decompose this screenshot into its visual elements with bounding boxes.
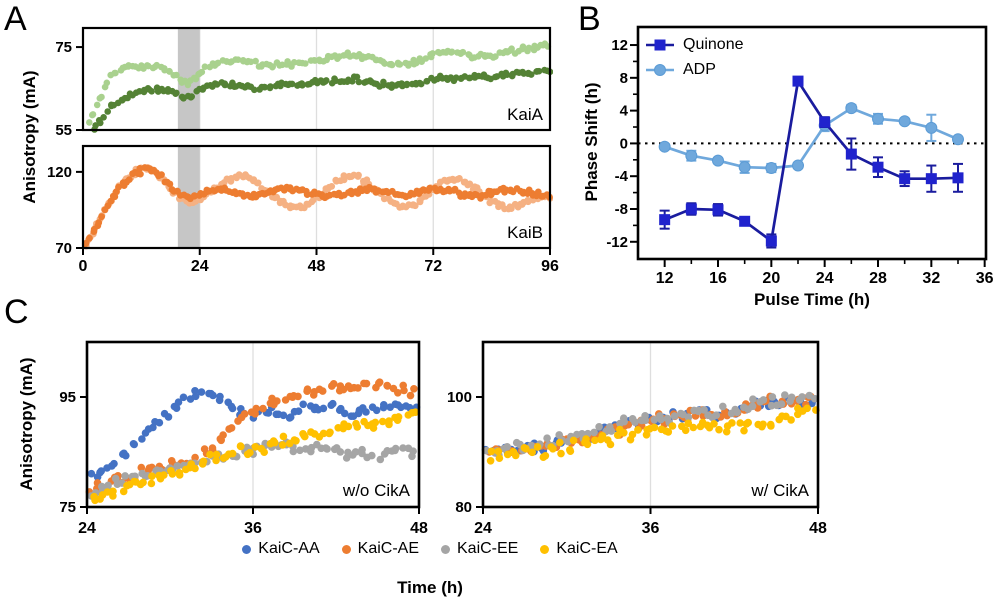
x-tick-label: 24 <box>78 520 96 537</box>
series-ADP <box>658 102 964 175</box>
circle-marker-icon <box>646 64 674 76</box>
x-tick-label: 48 <box>308 258 326 275</box>
without-cika-label: w/o CikA <box>342 481 410 500</box>
kaib-plot-label: KaiB <box>507 223 543 242</box>
x-tick-label: 12 <box>656 270 674 287</box>
y-tick-label: -4 <box>615 168 629 185</box>
panel-b-legend: Quinone ADP <box>645 36 744 79</box>
legend-label: KaiC-AE <box>357 540 419 557</box>
panel-c-x-axis-label: Time (h) <box>397 578 463 597</box>
series-KaiC-EA <box>90 408 420 505</box>
x-tick-label: 48 <box>809 520 827 537</box>
y-tick-label: 100 <box>447 389 472 406</box>
series-KaiA-dark <box>91 66 553 133</box>
x-tick-label: 28 <box>869 270 887 287</box>
scatter-series-group <box>81 164 553 250</box>
legend-item-adp: ADP <box>645 61 744 79</box>
panel-b-x-axis-label: Pulse Time (h) <box>754 290 870 309</box>
y-tick-label: 75 <box>55 39 72 56</box>
series-Quinone <box>659 75 964 249</box>
y-tick-label: 8 <box>620 70 628 87</box>
legend-item-kaic-ea: KaiC-EA <box>540 540 618 558</box>
panel-b-chart: -12 -8 -4 0 4 8 12 12 16 20 24 28 32 36 <box>606 25 994 287</box>
scatter-series-group <box>85 378 421 505</box>
panel-a-letter: A <box>4 0 27 38</box>
x-tick-label: 36 <box>642 520 660 537</box>
dot-marker-icon <box>540 544 550 554</box>
y-tick-label: 70 <box>55 240 72 257</box>
panel-a-charts: 55 75 70 120 0 24 48 72 96 <box>47 26 559 275</box>
plot-frame <box>81 26 552 132</box>
y-tick-label: -12 <box>606 234 628 251</box>
legend-label: KaiC-AA <box>258 540 320 557</box>
panel-b-letter: B <box>578 0 601 38</box>
dot-marker-icon <box>341 544 351 554</box>
y-tick-label: 120 <box>47 164 72 181</box>
series-KaiC-AA <box>87 387 421 481</box>
legend-label: Quinone <box>683 36 744 53</box>
x-tick-label: 24 <box>474 520 492 537</box>
series-KaiC-EE <box>482 391 819 459</box>
square-marker-icon <box>646 39 674 51</box>
legend-label: KaiC-EE <box>457 540 519 557</box>
x-tick-label: 0 <box>79 258 88 275</box>
y-tick-label: 12 <box>611 37 628 54</box>
x-tick-label: 24 <box>816 270 834 287</box>
y-tick-label: -8 <box>615 201 628 218</box>
series-KaiC-EA <box>486 404 820 465</box>
scatter-series-group <box>86 40 553 133</box>
x-tick-label: 48 <box>410 520 428 537</box>
panel-c-legend: KaiC-AA KaiC-AE KaiC-EE KaiC-EA <box>190 540 670 558</box>
y-tick-label: 0 <box>620 135 628 152</box>
legend-item-kaic-ee: KaiC-EE <box>441 540 518 558</box>
x-tick-label: 20 <box>762 270 780 287</box>
y-tick-label: 80 <box>455 499 472 516</box>
x-tick-label: 96 <box>541 258 559 275</box>
with-cika-label: w/ CikA <box>751 481 809 500</box>
series-KaiB-dark <box>81 164 553 248</box>
kaia-plot-label: KaiA <box>507 105 543 124</box>
y-tick-label: 95 <box>59 389 76 406</box>
dot-marker-icon <box>242 544 252 554</box>
x-tick-label: 72 <box>424 258 442 275</box>
legend-item-quinone: Quinone <box>645 36 744 54</box>
series-KaiA-light <box>86 40 552 126</box>
y-tick-label: 4 <box>620 103 629 120</box>
y-tick-label: 55 <box>55 122 72 139</box>
legend-label: KaiC-EA <box>556 540 618 557</box>
panel-c-charts: 75 95 24 36 48 80 100 24 36 48 <box>59 340 827 537</box>
x-tick-label: 16 <box>709 270 727 287</box>
dot-marker-icon <box>441 544 450 554</box>
legend-item-kaic-ae: KaiC-AE <box>341 540 419 558</box>
x-tick-label: 32 <box>922 270 940 287</box>
x-tick-label: 36 <box>976 270 994 287</box>
x-tick-label: 24 <box>191 258 209 275</box>
legend-label: ADP <box>683 61 716 78</box>
legend-item-kaic-aa: KaiC-AA <box>242 540 320 558</box>
panel-c-letter: C <box>4 293 29 331</box>
scatter-series-group <box>481 391 820 465</box>
y-tick-label: 75 <box>59 499 76 516</box>
x-tick-label: 36 <box>244 520 262 537</box>
